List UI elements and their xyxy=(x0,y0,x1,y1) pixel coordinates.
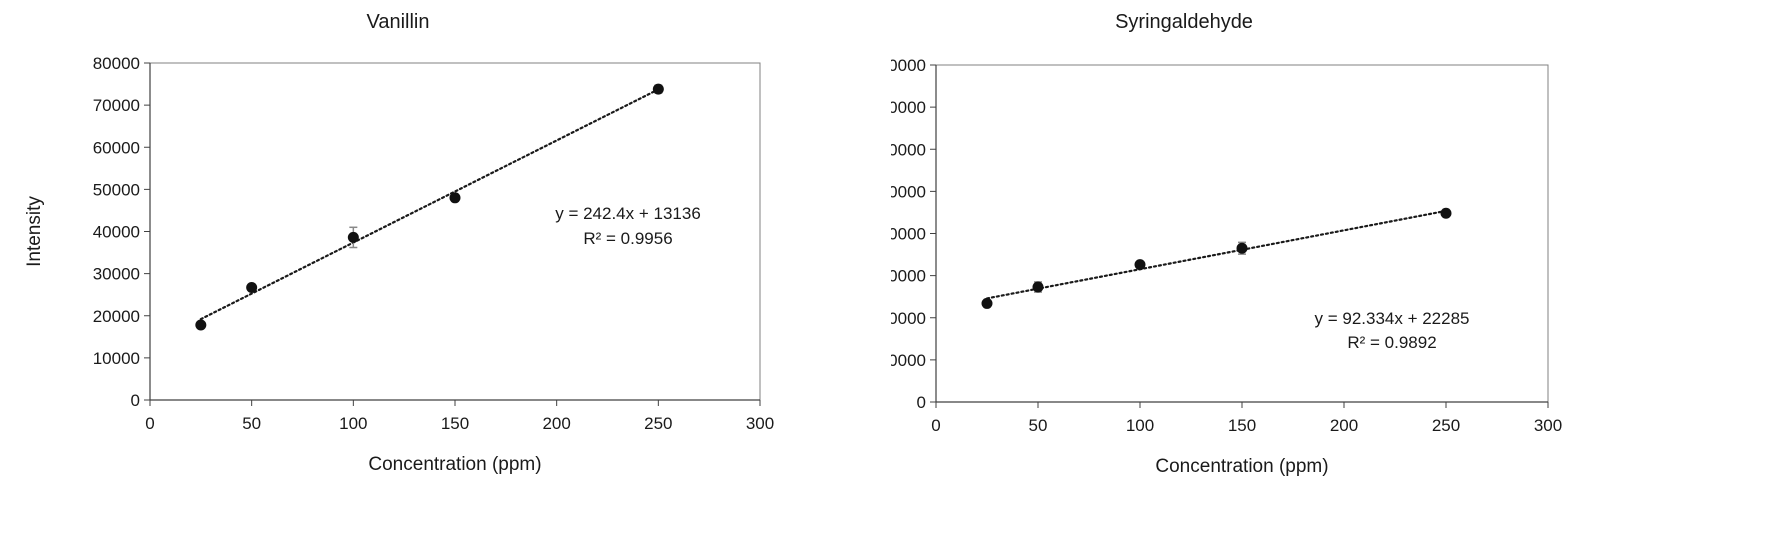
chart-1-plot-frame xyxy=(935,64,1549,403)
chart-1-y-tick-label: 40000 xyxy=(891,225,926,244)
syringaldehyde-chart: Syringaldehyde 0 10000 20000 30000 40000 50000… xyxy=(891,0,1782,544)
chart-1-y-tick-label: 20000 xyxy=(891,309,926,328)
chart-0-x-tick-label: 50 xyxy=(242,414,261,433)
chart-1-x-tick-label: 200 xyxy=(1330,416,1358,435)
chart-1-y-tick-label: 30000 xyxy=(891,267,926,286)
chart-0-x-tick-label: 250 xyxy=(644,414,672,433)
chart-1-x-tick-label: 250 xyxy=(1432,416,1460,435)
chart-1-data-point xyxy=(1134,259,1146,271)
chart-1-y-tick-label: 0 xyxy=(917,393,926,412)
chart-0-x-tick-label: 100 xyxy=(339,414,367,433)
chart-1-data-point xyxy=(1236,242,1248,254)
chart-1-x-tick-label: 150 xyxy=(1228,416,1256,435)
chart-1-r-squared: R² = 0.9892 xyxy=(1347,333,1436,352)
chart-0-data-point xyxy=(652,83,664,95)
chart-1-y-tick-label: 80000 xyxy=(891,56,926,75)
chart-1-y-tick-label: 50000 xyxy=(891,182,926,201)
chart-1-trendline xyxy=(985,209,1448,300)
chart-1-x-axis-label: Concentration (ppm) xyxy=(1155,456,1328,477)
chart-1-data-point xyxy=(1440,207,1452,219)
chart-0-y-axis-label: Intensity xyxy=(24,196,45,267)
chart-1-x-tick-label: 300 xyxy=(1534,416,1562,435)
chart-0-y-tick-label: 20000 xyxy=(93,307,140,326)
chart-0-y-tick-label: 10000 xyxy=(93,349,140,368)
chart-1-y-tick-label: 60000 xyxy=(891,140,926,159)
chart-0-x-tick-label: 150 xyxy=(441,414,469,433)
chart-1-x-tick-label: 100 xyxy=(1126,416,1154,435)
chart-0-data-point xyxy=(246,282,258,294)
chart-1-data-point xyxy=(1032,281,1044,293)
chart-0-y-tick-label: 70000 xyxy=(93,96,140,115)
chart-0-data-point xyxy=(449,192,461,204)
chart-0-x-tick-label: 0 xyxy=(145,414,154,433)
chart-0-y-tick-label: 0 xyxy=(131,391,140,410)
chart-0-x-tick-label: 200 xyxy=(542,414,570,433)
vanillin-chart-svg: Vanillin 0 10000 20000 30000 40000 50000 60000 7… xyxy=(24,11,774,475)
chart-1-title: Syringaldehyde xyxy=(1115,11,1253,33)
chart-0-y-tick-label: 60000 xyxy=(93,138,140,157)
chart-0-title: Vanillin xyxy=(367,11,430,33)
chart-1-y-tick-label: 70000 xyxy=(891,98,926,117)
chart-0-x-tick-label: 300 xyxy=(746,414,774,433)
chart-0-r-squared: R² = 0.9956 xyxy=(583,229,672,248)
chart-0-y-tick-label: 50000 xyxy=(93,180,140,199)
chart-1-y-tick-label: 10000 xyxy=(891,351,926,370)
vanillin-chart: Vanillin 0 10000 20000 30000 40000 50000 60000 7… xyxy=(24,11,774,475)
chart-0-data-point xyxy=(195,319,207,331)
chart-0-data-point xyxy=(347,231,359,243)
chart-0-trendline-equation: y = 242.4x + 13136 xyxy=(555,204,701,223)
chart-0-x-axis-label: Concentration (ppm) xyxy=(368,454,541,475)
chart-0-y-tick-label: 80000 xyxy=(93,54,140,73)
chart-1-x-tick-label: 50 xyxy=(1029,416,1048,435)
syringaldehyde-chart-svg: Syringaldehyde 0 10000 20000 30000 40000 50000… xyxy=(891,11,1562,477)
chart-1-data-point xyxy=(981,297,993,309)
chart-0-y-tick-label: 30000 xyxy=(93,265,140,284)
chart-1-trendline-equation: y = 92.334x + 22285 xyxy=(1314,309,1469,328)
chart-1-x-tick-label: 0 xyxy=(931,416,940,435)
chart-0-y-tick-label: 40000 xyxy=(93,223,140,242)
chart-0-trendline xyxy=(199,88,660,321)
